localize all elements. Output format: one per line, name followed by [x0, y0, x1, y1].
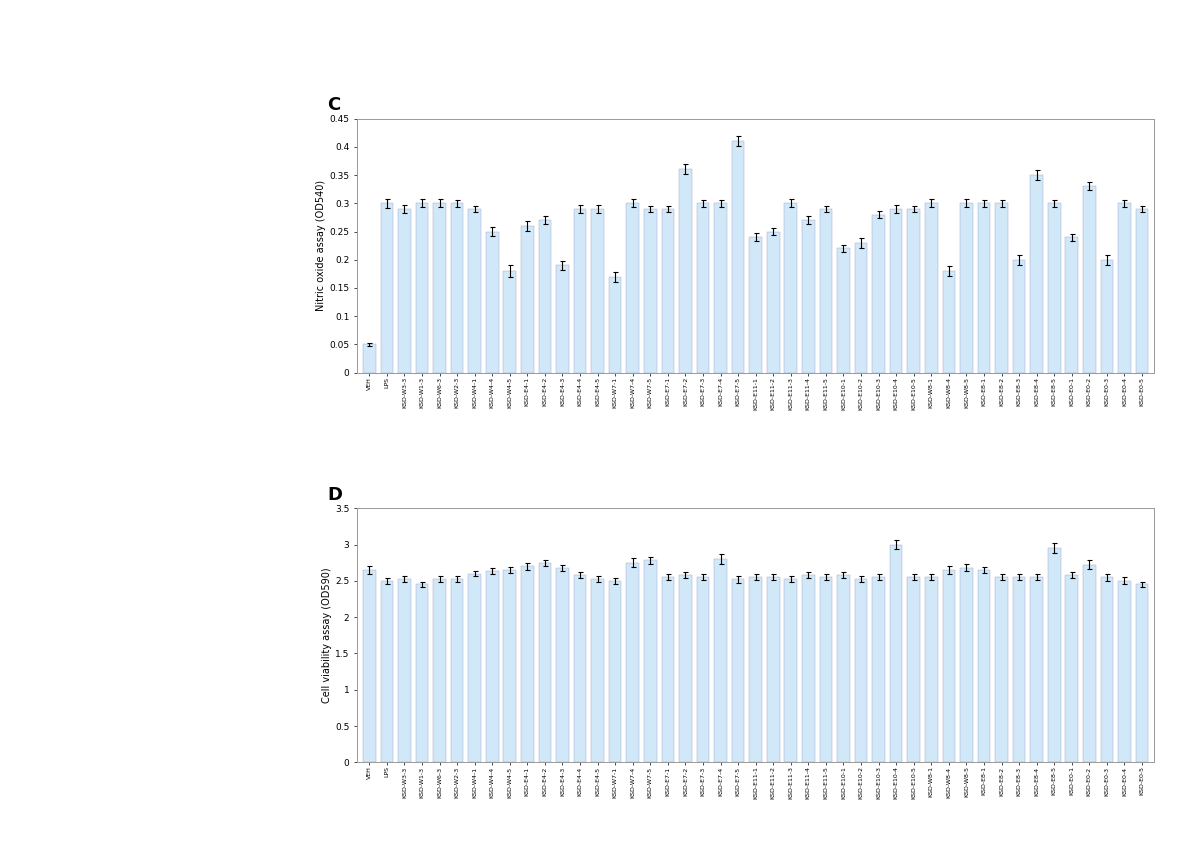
Bar [486, 572, 499, 762]
Bar [521, 226, 533, 373]
Bar [662, 209, 675, 373]
Bar [960, 567, 972, 762]
Bar [942, 271, 956, 373]
Bar [732, 141, 745, 373]
Bar [1101, 577, 1113, 762]
Bar [978, 203, 990, 373]
Bar [696, 203, 709, 373]
Bar [696, 577, 709, 762]
Bar [908, 209, 920, 373]
Bar [1101, 260, 1113, 373]
Bar [854, 579, 868, 762]
Bar [591, 209, 603, 373]
Bar [854, 243, 868, 373]
Bar [802, 575, 815, 762]
Bar [1135, 209, 1148, 373]
Bar [872, 577, 885, 762]
Bar [784, 579, 797, 762]
Bar [433, 203, 446, 373]
Bar [995, 203, 1008, 373]
Bar [1083, 186, 1096, 373]
Bar [399, 579, 411, 762]
Bar [644, 209, 657, 373]
Bar [820, 209, 832, 373]
Bar [433, 579, 446, 762]
Bar [399, 209, 411, 373]
Bar [1119, 581, 1130, 762]
Bar [381, 581, 393, 762]
Bar [1065, 575, 1078, 762]
Bar [451, 203, 463, 373]
Bar [995, 577, 1008, 762]
Text: C: C [327, 97, 340, 114]
Bar [503, 570, 516, 762]
Bar [802, 220, 815, 373]
Bar [837, 248, 850, 373]
Bar [609, 277, 621, 373]
Bar [609, 581, 621, 762]
Bar [872, 214, 885, 373]
Bar [591, 579, 603, 762]
Bar [978, 570, 990, 762]
Bar [1119, 203, 1130, 373]
Y-axis label: Cell viability assay (OD590): Cell viability assay (OD590) [322, 567, 332, 703]
Bar [1083, 565, 1096, 762]
Bar [837, 575, 850, 762]
Bar [1031, 175, 1042, 373]
Bar [750, 577, 762, 762]
Bar [820, 577, 832, 762]
Bar [556, 567, 569, 762]
Bar [714, 203, 727, 373]
Bar [766, 577, 779, 762]
Bar [679, 575, 691, 762]
Bar [1048, 203, 1060, 373]
Bar [1048, 548, 1060, 762]
Bar [1065, 237, 1078, 373]
Bar [1013, 577, 1026, 762]
Bar [890, 209, 902, 373]
Bar [644, 561, 657, 762]
Bar [908, 577, 920, 762]
Bar [363, 570, 376, 762]
Bar [714, 559, 727, 762]
Bar [925, 203, 938, 373]
Bar [890, 545, 902, 762]
Bar [521, 567, 533, 762]
Bar [469, 209, 481, 373]
Bar [626, 203, 639, 373]
Bar [626, 562, 639, 762]
Bar [574, 209, 587, 373]
Bar [1031, 577, 1042, 762]
Bar [381, 203, 393, 373]
Bar [415, 203, 428, 373]
Bar [925, 577, 938, 762]
Bar [942, 570, 956, 762]
Bar [960, 203, 972, 373]
Bar [486, 231, 499, 373]
Bar [1135, 584, 1148, 762]
Bar [784, 203, 797, 373]
Text: D: D [327, 486, 343, 504]
Bar [662, 577, 675, 762]
Bar [750, 237, 762, 373]
Bar [539, 220, 551, 373]
Bar [451, 579, 463, 762]
Y-axis label: Nitric oxide assay (OD540): Nitric oxide assay (OD540) [317, 180, 326, 311]
Bar [1013, 260, 1026, 373]
Bar [574, 575, 587, 762]
Bar [503, 271, 516, 373]
Bar [732, 579, 745, 762]
Bar [556, 265, 569, 373]
Bar [469, 573, 481, 762]
Bar [679, 169, 691, 373]
Bar [766, 231, 779, 373]
Bar [363, 345, 376, 373]
Bar [539, 562, 551, 762]
Bar [415, 584, 428, 762]
